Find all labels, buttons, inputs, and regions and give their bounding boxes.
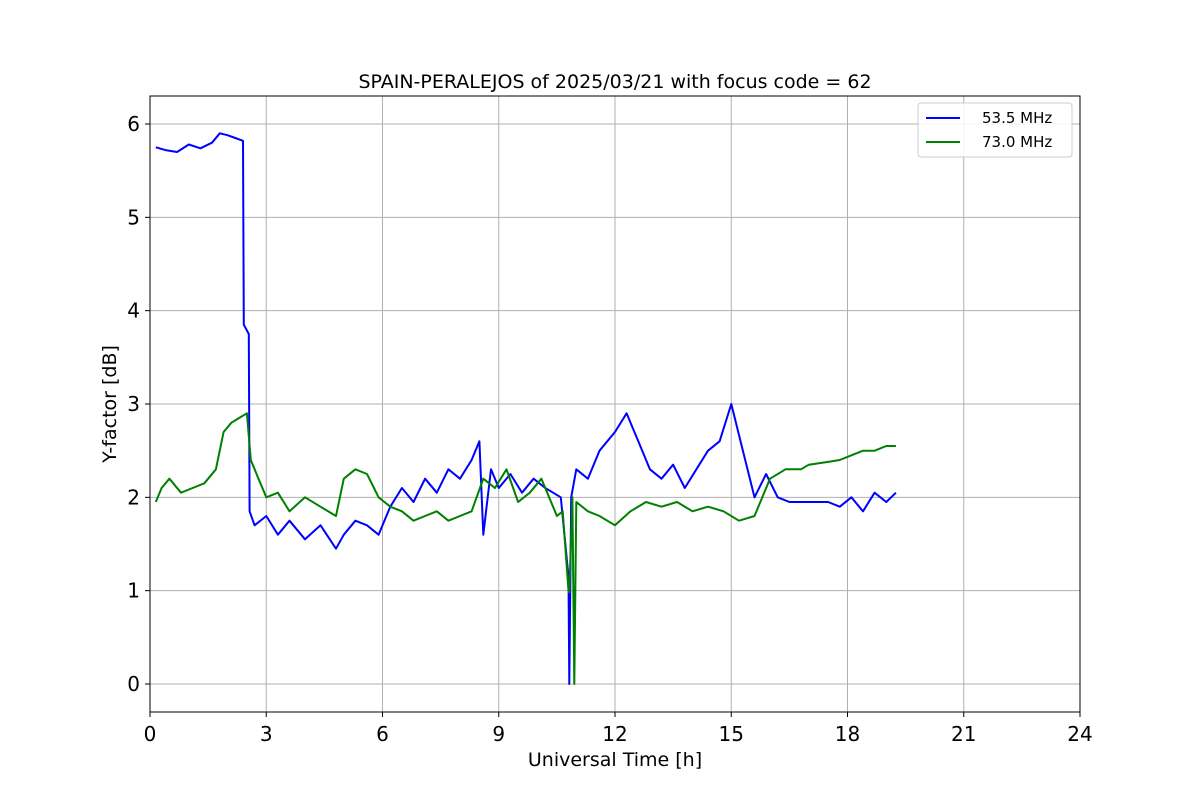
y-tick-label: 6: [127, 112, 140, 136]
y-axis-label: Y-factor [dB]: [99, 345, 121, 464]
legend: 53.5 MHz 73.0 MHz: [917, 102, 1073, 158]
x-tick-label: 0: [144, 722, 157, 746]
x-tick-label: 18: [835, 722, 860, 746]
legend-box: [917, 102, 1073, 158]
x-tick-label: 24: [1067, 722, 1092, 746]
x-axis-label: Universal Time [h]: [528, 749, 702, 771]
legend-label: 73.0 MHz: [982, 133, 1052, 151]
x-tick-label: 15: [719, 722, 744, 746]
series-line-1: [154, 412, 896, 685]
y-axis-ticks: 0 1 2 3 4 5 6: [127, 112, 150, 696]
series-layer: [154, 132, 897, 685]
y-tick-label: 5: [127, 205, 140, 229]
legend-label: 53.5 MHz: [982, 109, 1052, 127]
x-tick-label: 3: [260, 722, 273, 746]
x-tick-label: 9: [492, 722, 505, 746]
y-tick-label: 4: [127, 299, 140, 323]
y-tick-label: 2: [127, 485, 140, 509]
y-tick-label: 1: [127, 579, 140, 603]
y-tick-label: 3: [127, 392, 140, 416]
x-tick-label: 21: [951, 722, 976, 746]
chart-title: SPAIN-PERALEJOS of 2025/03/21 with focus…: [358, 71, 871, 93]
y-tick-label: 0: [127, 672, 140, 696]
x-tick-label: 12: [602, 722, 627, 746]
x-axis-ticks: 0 3 6 9 12 15 18 21 24: [144, 712, 1093, 746]
x-tick-label: 6: [376, 722, 389, 746]
